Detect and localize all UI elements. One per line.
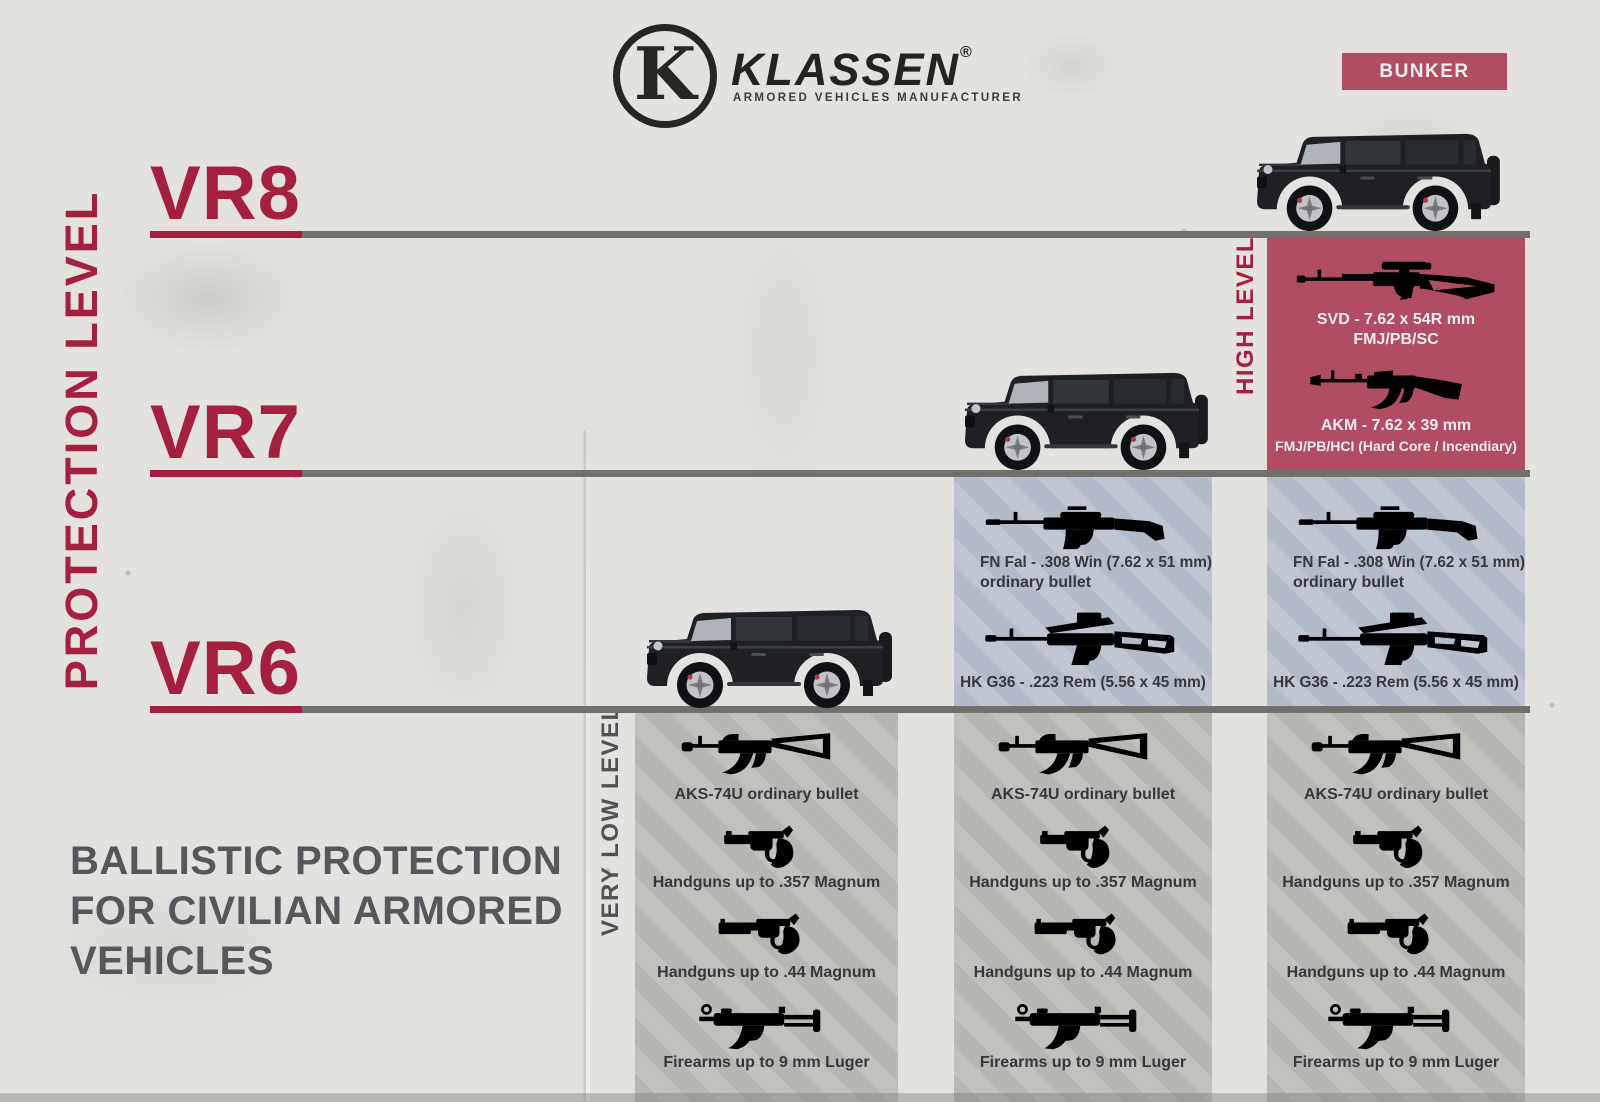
aks74u-carbine-icon — [1267, 723, 1525, 778]
brand-tagline: ARMORED VEHICLES MANUFACTURER — [733, 92, 1024, 104]
svd-sniper-rifle-icon — [1267, 254, 1525, 306]
mp5-smg-icon — [635, 995, 898, 1051]
very-low-level-panel-vr7: AKS-74U ordinary bullet Handguns up to .… — [954, 713, 1212, 1102]
revolver-44-icon — [954, 909, 1212, 961]
magnum-44-label: Handguns up to .44 Magnum — [657, 964, 876, 981]
magnum-44-label: Handguns up to .44 Magnum — [1286, 964, 1506, 981]
bunker-badge: BUNKER — [1342, 53, 1507, 90]
fn-fal-rifle-icon — [1267, 497, 1525, 551]
page-title-line2: FOR CIVILIAN ARMORED — [70, 889, 563, 933]
level-label-vr6: VR6 — [150, 626, 301, 711]
akm-label: AKM - 7.62 x 39 mm FMJ/PB/HCI (Hard Core… — [1275, 417, 1517, 454]
vr8-line-gray-segment — [302, 231, 1530, 238]
level-label-vr7: VR7 — [150, 390, 301, 475]
svd-label: SVD - 7.62 x 54R mm FMJ/PB/SC — [1316, 311, 1476, 348]
column-vr8: SVD - 7.62 x 54R mm FMJ/PB/SC AKM - 7.62… — [1267, 0, 1525, 1102]
aks74u-carbine-icon — [954, 723, 1212, 778]
vr6-line-red-segment — [150, 706, 302, 713]
high-level-panel-vr8: SVD - 7.62 x 54R mm FMJ/PB/SC AKM - 7.62… — [1267, 238, 1525, 470]
luger-9mm-label: Firearms up to 9 mm Luger — [979, 1054, 1187, 1071]
fn-fal-label: FN Fal - .308 Win (7.62 x 51 mm) ordinar… — [1293, 554, 1525, 591]
very-low-level-panel-vr8: AKS-74U ordinary bullet Handguns up to .… — [1267, 713, 1525, 1102]
registered-mark: ® — [960, 44, 972, 61]
revolver-44-icon — [635, 909, 898, 961]
page-title-line1: BALLISTIC PROTECTION — [70, 839, 563, 883]
high-level-label: HIGH LEVEL — [1232, 235, 1259, 395]
very-low-level-label: VERY LOW LEVEL — [597, 704, 624, 936]
page-title: BALLISTIC PROTECTION FOR CIVILIAN ARMORE… — [70, 836, 563, 986]
aks74u-label: AKS-74U ordinary bullet — [990, 786, 1176, 803]
klassen-logo-icon: K — [613, 24, 717, 128]
mp5-smg-icon — [954, 995, 1212, 1051]
hk-g36-rifle-icon — [954, 607, 1212, 665]
vr7-line-red-segment — [150, 470, 302, 477]
page-title-line3: VEHICLES — [70, 939, 275, 983]
bottom-floor-strip — [0, 1093, 1600, 1102]
hk-g36-label: HK G36 - .223 Rem (5.56 x 45 mm) — [960, 674, 1206, 691]
logo-monogram: K — [633, 31, 697, 116]
magnum-357-label: Handguns up to .357 Magnum — [652, 874, 881, 891]
concrete-seam — [586, 430, 590, 1102]
protection-level-axis-title: PROTECTION LEVEL — [56, 189, 107, 691]
fn-fal-label: FN Fal - .308 Win (7.62 x 51 mm) ordinar… — [980, 554, 1212, 591]
armored-suv-vr6-image — [633, 598, 893, 712]
luger-9mm-label: Firearms up to 9 mm Luger — [663, 1054, 870, 1071]
column-vr7: FN Fal - .308 Win (7.62 x 51 mm) ordinar… — [954, 0, 1212, 1102]
aks74u-label: AKS-74U ordinary bullet — [674, 786, 859, 803]
magnum-357-label: Handguns up to .357 Magnum — [969, 874, 1197, 891]
luger-9mm-label: Firearms up to 9 mm Luger — [1292, 1054, 1500, 1071]
akm-rifle-icon — [1267, 360, 1525, 410]
revolver-357-icon — [954, 819, 1212, 873]
mid-level-panel-vr8: FN Fal - .308 Win (7.62 x 51 mm) ordinar… — [1267, 477, 1525, 706]
vr7-line-gray-segment — [302, 470, 1530, 477]
revolver-357-icon — [635, 819, 898, 873]
vr6-line-gray-segment — [302, 706, 1530, 713]
level-label-vr8: VR8 — [150, 151, 301, 236]
mid-level-panel-vr7: FN Fal - .308 Win (7.62 x 51 mm) ordinar… — [954, 477, 1212, 706]
revolver-44-icon — [1267, 909, 1525, 961]
vr8-line-red-segment — [150, 231, 302, 238]
aks74u-label: AKS-74U ordinary bullet — [1303, 786, 1489, 803]
hk-g36-label: HK G36 - .223 Rem (5.56 x 45 mm) — [1273, 674, 1519, 691]
magnum-357-label: Handguns up to .357 Magnum — [1282, 874, 1510, 891]
column-vr6: AKS-74U ordinary bullet Handguns up to .… — [635, 0, 898, 1102]
hk-g36-rifle-icon — [1267, 607, 1525, 665]
magnum-44-label: Handguns up to .44 Magnum — [973, 964, 1193, 981]
armored-suv-vr8-image — [1243, 122, 1501, 235]
revolver-357-icon — [1267, 819, 1525, 873]
very-low-level-panel-vr6: AKS-74U ordinary bullet Handguns up to .… — [635, 713, 898, 1102]
mp5-smg-icon — [1267, 995, 1525, 1051]
fn-fal-rifle-icon — [954, 497, 1212, 551]
armored-suv-vr7-image — [951, 361, 1209, 474]
brand-name: KLASSEN® — [731, 44, 972, 95]
aks74u-carbine-icon — [635, 723, 898, 778]
